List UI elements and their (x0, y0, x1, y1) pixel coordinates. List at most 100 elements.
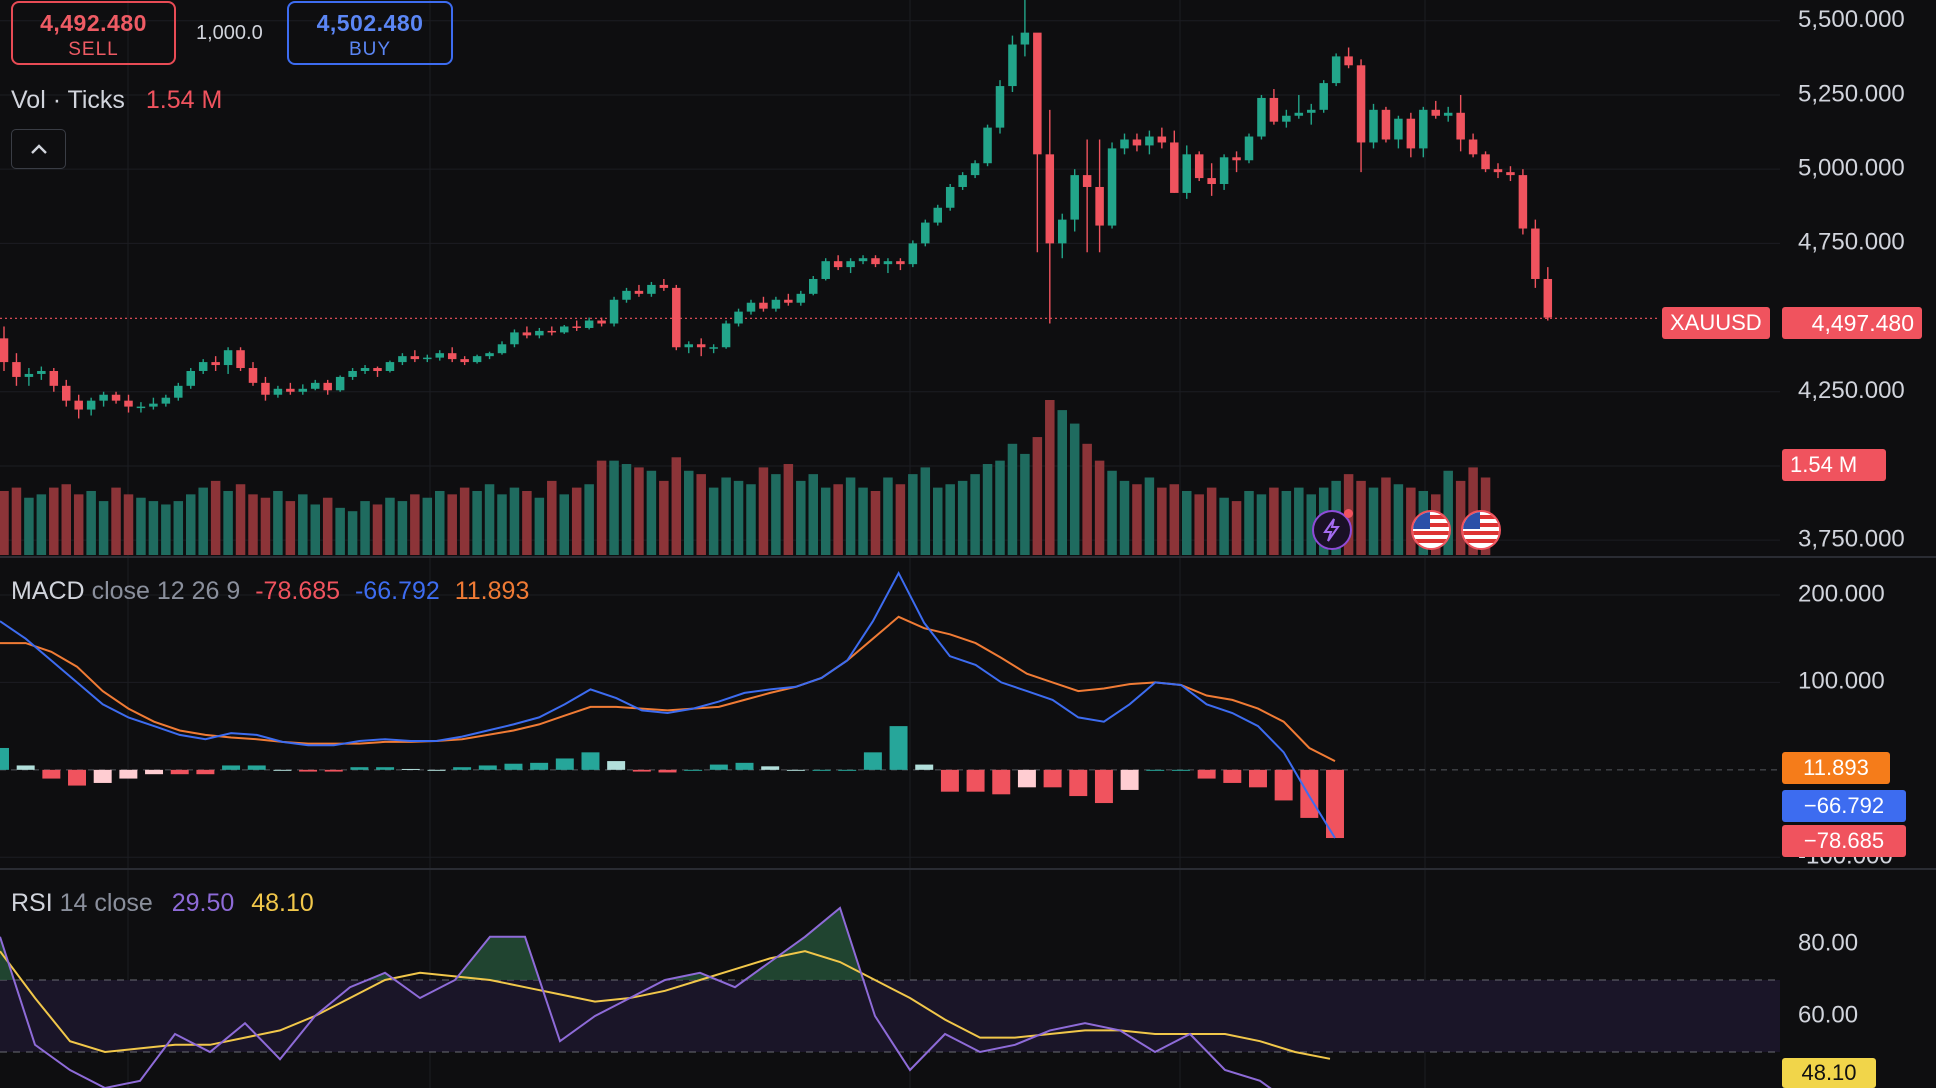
sell-label: SELL (68, 39, 119, 60)
candle-body (74, 400, 83, 410)
candle-body (1456, 112, 1465, 140)
volume-bar (858, 487, 868, 555)
volume-bar (1269, 487, 1279, 555)
macd-histogram-bar (658, 769, 677, 773)
candle-body (1344, 56, 1353, 66)
candle-body (460, 359, 469, 363)
volume-bar (335, 507, 345, 555)
volume-bar (210, 480, 221, 555)
volume-bar (559, 494, 569, 555)
candle-body (970, 163, 980, 176)
us-flag-event-1[interactable] (1411, 510, 1451, 550)
candle-body (883, 261, 893, 265)
rsi-legend-name: RSI (11, 889, 53, 917)
macd-legend-signal: 11.893 (454, 577, 530, 605)
candle-body (49, 370, 59, 386)
volume-bar (1132, 484, 1142, 555)
volume-bar (260, 497, 271, 555)
volume-legend[interactable]: Vol · Ticks 1.54 M (11, 86, 222, 115)
rsi-legend[interactable]: RSI 14 close 29.50 48.10 (11, 889, 314, 918)
candle-body (1269, 97, 1279, 122)
volume-bar (908, 474, 918, 555)
buy-button[interactable]: 4,502.480 BUY (287, 1, 453, 65)
volume-bar (0, 490, 9, 555)
volume-bar (982, 464, 993, 555)
candle-body (373, 368, 382, 371)
candle-body (12, 362, 21, 377)
sell-button[interactable]: 4,492.480 SELL (11, 1, 176, 65)
candle-body (99, 394, 108, 401)
candle-body (1443, 112, 1453, 116)
volume-bar (1144, 477, 1155, 555)
macd-histogram-bar (1069, 769, 1088, 797)
volume-bar (186, 494, 196, 555)
candle-body (833, 261, 843, 268)
volume-bar (1094, 460, 1105, 555)
candle-body (1107, 148, 1117, 226)
volume-bar (161, 504, 171, 555)
macd-histogram-bar (478, 765, 497, 770)
candle-body (933, 207, 942, 223)
buy-price: 4,502.480 (316, 10, 424, 36)
collapse-legend-button[interactable] (11, 129, 66, 169)
macd-histogram-bar (1094, 769, 1113, 804)
macd-legend[interactable]: MACD close 12 26 9 -78.685 -66.792 11.89… (11, 577, 529, 606)
volume-bar (783, 464, 794, 555)
volume-bar (1107, 470, 1117, 555)
volume-bar (1032, 437, 1043, 555)
volume-bar (584, 484, 594, 555)
us-flag-icon (1413, 512, 1449, 548)
volume-bar (61, 484, 71, 555)
candle-body (784, 299, 793, 303)
us-flag-event-2[interactable] (1461, 510, 1501, 550)
volume-bar (646, 470, 657, 555)
candle-body (1518, 175, 1528, 229)
candle-body (945, 186, 955, 208)
volume-bar (596, 460, 607, 555)
candle-body (796, 293, 806, 303)
macd-histogram-bar (530, 762, 549, 770)
volume-bar (385, 497, 395, 555)
candle-body (1058, 219, 1067, 244)
macd-histogram-bar (196, 769, 215, 775)
candle-body (510, 332, 519, 345)
candle-body (846, 261, 855, 268)
volume-bar (86, 490, 96, 555)
macd-histogram-bar (863, 752, 882, 770)
candle-body (385, 362, 395, 371)
volume-bar (273, 490, 283, 555)
macd-histogram-bar (42, 769, 61, 779)
volume-bar (1194, 494, 1204, 555)
macd-legend-macd: -66.792 (354, 577, 440, 605)
macd-histogram-bar (1171, 769, 1190, 771)
volume-bar (285, 501, 296, 555)
volume-bar (173, 501, 184, 555)
candle-body (1468, 139, 1478, 155)
candle-body (447, 353, 457, 360)
candle-body (1481, 154, 1490, 170)
volume-bar (808, 474, 818, 555)
macd-histogram-bar (735, 762, 754, 770)
candle-body (298, 388, 308, 392)
volume-bar (447, 494, 457, 555)
candle-body (136, 406, 146, 409)
volume-bar (223, 490, 233, 555)
macd-tick-label: 200.000 (1798, 580, 1885, 607)
candle-body (348, 370, 357, 377)
volume-bar (1082, 443, 1092, 555)
volume-bar (1406, 487, 1416, 555)
volume-bar (459, 487, 470, 555)
rsi-overbought-fill (490, 936, 525, 980)
volume-bar (372, 504, 383, 555)
lightning-event[interactable] (1312, 509, 1353, 550)
price-tick-label: 5,000.000 (1798, 155, 1905, 182)
volume-bar (397, 501, 408, 555)
candle-body (1033, 32, 1042, 155)
volume-legend-label: Vol · Ticks (11, 86, 125, 114)
macd-histogram-bar (1300, 769, 1319, 818)
volume-bar (1281, 490, 1292, 555)
quantity-field[interactable]: 1,000.0 (196, 22, 263, 44)
volume-bar (659, 480, 669, 555)
